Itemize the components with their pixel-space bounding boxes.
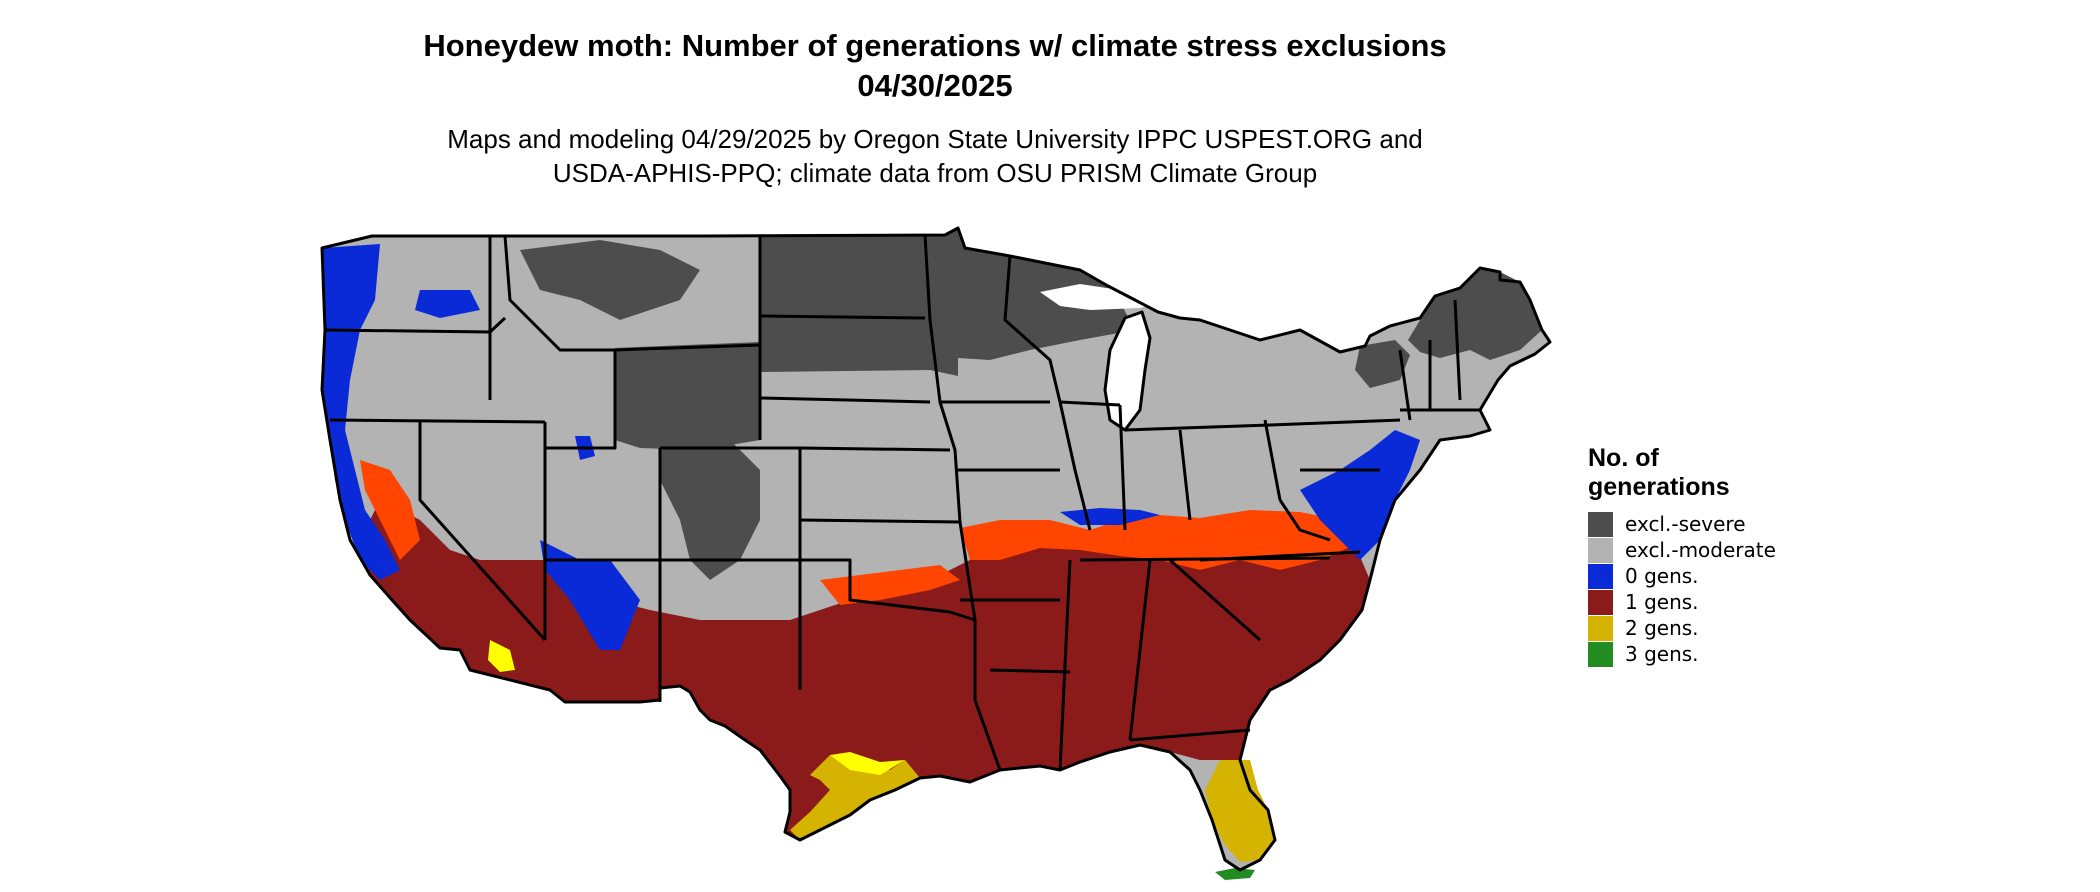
legend-item: 2 gens. (1588, 615, 1776, 641)
legend-label: excl.-moderate (1625, 538, 1776, 562)
severe-adirondacks (1355, 340, 1410, 388)
legend-swatch (1588, 537, 1613, 563)
legend-title-line1: No. of (1588, 444, 1659, 472)
severe-colorado-rockies (660, 440, 760, 580)
legend-label: 3 gens. (1625, 642, 1699, 666)
border-lake-michigan (1103, 310, 1152, 432)
border-or-ca-nv (329, 418, 546, 424)
legend-swatch (1588, 563, 1613, 589)
map-subtitle-line2: USDA-APHIS-PPQ; climate data from OSU PR… (552, 158, 1318, 188)
severe-north-plains (760, 228, 1135, 376)
border-ny-pa (1269, 418, 1401, 427)
zone-orange-band-california (360, 460, 420, 560)
border-ga-fl (1129, 728, 1251, 742)
severe-new-england (1408, 268, 1542, 360)
map-subtitle-line1: Maps and modeling 04/29/2025 by Oregon S… (447, 124, 1423, 154)
border-ca-nv (418, 422, 547, 641)
border-il-ia (1058, 401, 1092, 531)
border-al-ga (1128, 559, 1152, 741)
state-borders (320, 226, 1552, 872)
border-nc-va (1199, 550, 1361, 562)
border-va-wv (1278, 499, 1331, 542)
border-ks-ok (799, 518, 961, 524)
zone-orange-band-texas (820, 565, 960, 605)
legend-swatch (1588, 589, 1613, 615)
legend-label: excl.-severe (1625, 512, 1746, 536)
legend-label: 0 gens. (1625, 564, 1699, 588)
border-ny-vt (1398, 349, 1412, 421)
zone-two-gen-texas-coast (830, 752, 905, 775)
zone-two-gen-socal (488, 640, 515, 672)
legend-item: excl.-severe (1588, 511, 1776, 537)
legend-item: excl.-moderate (1588, 537, 1776, 563)
zone-zero-pacific-coast (322, 244, 400, 580)
legend-swatch (1588, 641, 1613, 667)
lake-superior (1040, 284, 1170, 310)
lake-michigan (1105, 312, 1150, 430)
zone-two-gen-florida (1205, 760, 1275, 862)
zone-three-gen-florida-keys (1215, 868, 1255, 880)
legend-item: 1 gens. (1588, 589, 1776, 615)
border-ok-tx (800, 558, 976, 622)
border-oh-pa (1263, 419, 1282, 501)
legend-label: 1 gens. (1625, 590, 1699, 614)
legend-title: No. of generations (1588, 444, 1776, 502)
border-in-oh (1178, 429, 1192, 521)
severe-wyoming (615, 342, 760, 450)
border-nh-me (1453, 299, 1462, 401)
border-id-mt (503, 235, 615, 352)
legend-title-line2: generations (1588, 473, 1730, 501)
border-id-wy-ut (545, 350, 617, 450)
usa-outline (320, 226, 1552, 872)
zone-one-gen-south (360, 500, 1370, 840)
legend: No. of generations excl.-severe excl.-mod… (1588, 444, 1776, 667)
map-title-line1: Honeydew moth: Number of generations w/ … (423, 28, 1447, 63)
border-nd-mn (923, 234, 1002, 771)
zone-orange-band-east (960, 510, 1355, 570)
legend-swatch (1588, 615, 1613, 641)
legend-items: excl.-severe excl.-moderate 0 gens. 1 gens.… (1588, 511, 1776, 667)
zone-zero-puget (415, 290, 480, 318)
border-ms-al (1058, 559, 1072, 771)
border-ne-ks (799, 446, 951, 452)
border-mn-wi (1003, 255, 1062, 403)
border-ar-la (989, 668, 1071, 674)
border-mi-oh (1124, 423, 1271, 432)
zone-zero-desert-edge (540, 540, 640, 650)
border-sd-ne (759, 396, 931, 404)
legend-label: 2 gens. (1625, 616, 1699, 640)
legend-item: 3 gens. (1588, 641, 1776, 667)
map-title-line2: 04/30/2025 (857, 68, 1013, 103)
severe-montana-patch (520, 240, 700, 320)
border-nd-sd (759, 314, 926, 320)
legend-item: 0 gens. (1588, 563, 1776, 589)
legend-swatch (1588, 511, 1613, 537)
border-mt-wy (614, 343, 761, 352)
zone-zero-mid-atlantic (1300, 430, 1420, 560)
border-wi-il (1059, 400, 1121, 407)
border-ga-sc (1169, 558, 1261, 642)
zone-two-gen-texas (790, 755, 920, 840)
